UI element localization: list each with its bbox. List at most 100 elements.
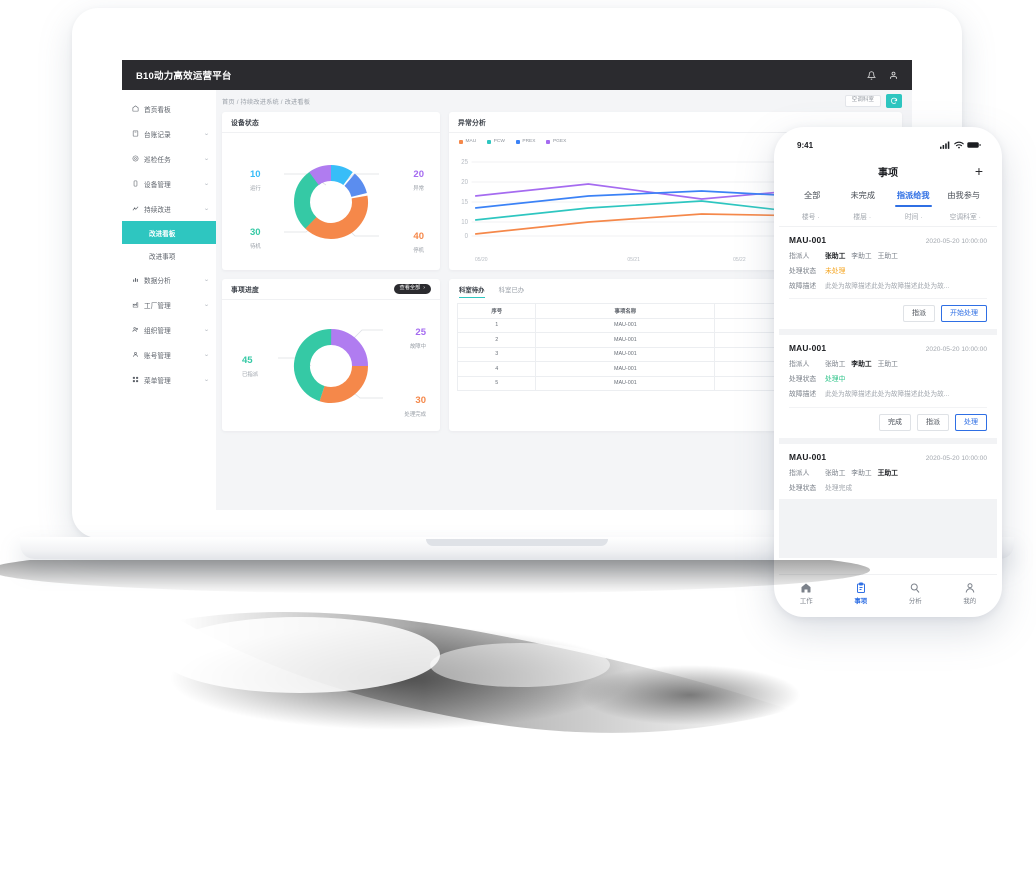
department-filter-button[interactable]: 空调科室 (844, 94, 881, 108)
assignee-name: 王助工 (877, 361, 898, 369)
home-icon (130, 105, 141, 112)
sidebar-item-home[interactable]: 首页看板 (122, 96, 216, 121)
status-icons (940, 141, 981, 149)
desc-row: 故障描述 此处为故障描述此处为故障描述此处为故... (789, 388, 987, 399)
cell-name: MAU-001 (535, 346, 716, 362)
sidebar-item-factory[interactable]: 工厂管理 ⌄ (122, 292, 216, 317)
sidebar-item-org[interactable]: 组织管理 ⌄ (122, 317, 216, 342)
status-badge: 处理中 (825, 376, 846, 384)
legend-item-prex[interactable]: PREX (515, 139, 535, 144)
tab-dept-todo[interactable]: 科室待办 (459, 285, 485, 298)
user-icon[interactable] (889, 71, 898, 80)
cell-name: MAU-001 (535, 361, 716, 377)
filter-department[interactable]: 空调科室 · (949, 214, 981, 221)
svg-text:10: 10 (461, 219, 468, 226)
list-item[interactable]: MAU-001 2020-05-20 10:00:00 指派人 张助工 李助工 … (779, 227, 997, 330)
sidebar-item-inspection[interactable]: 巡检任务 ⌄ (122, 146, 216, 171)
fault-label: 故障描述 (789, 391, 817, 399)
menu-grid-icon (130, 376, 141, 383)
nav-item-tasks[interactable]: 事项 (834, 575, 889, 612)
phone-task-list[interactable]: MAU-001 2020-05-20 10:00:00 指派人 张助工 李助工 … (779, 227, 997, 558)
start-process-button[interactable]: 开始处理 (941, 305, 987, 323)
legend-item-pgex[interactable]: PGEX (546, 139, 566, 144)
filter-time[interactable]: 时间 · (904, 214, 923, 221)
cell-name: MAU-001 (535, 332, 716, 348)
task-progress-donut (278, 329, 383, 403)
assignee-label: 指派人 (789, 361, 810, 369)
cell-index: 1 (456, 317, 537, 333)
fault-label: 故障描述 (789, 283, 817, 290)
sidebar-item-menu[interactable]: 菜单管理 ⌄ (122, 367, 216, 392)
bar-chart-icon (130, 276, 141, 283)
assignee-name: 王助工 (877, 469, 898, 477)
svg-text:15: 15 (461, 199, 468, 206)
assign-button[interactable]: 指派 (917, 413, 949, 431)
sidebar-item-account[interactable]: 账号管理 ⌄ (122, 342, 216, 367)
column-header-index: 序号 (456, 303, 537, 319)
sidebar-item-ledger[interactable]: 台账记录 ⌄ (122, 121, 216, 146)
tab-assigned-to-me[interactable]: 指派给我 (888, 184, 939, 207)
tab-all[interactable]: 全部 (804, 191, 821, 200)
sidebar-subitem-improvement-board[interactable]: 改进看板 (122, 221, 216, 244)
tab-incomplete[interactable]: 未完成 (850, 191, 876, 200)
assign-button[interactable]: 指派 (903, 305, 935, 323)
bell-icon[interactable] (867, 70, 876, 80)
task-code: MAU-001 (789, 343, 827, 354)
refresh-icon[interactable] (886, 94, 902, 108)
tab-dept-done[interactable]: 科室已办 (498, 287, 525, 294)
view-all-button[interactable]: 查看全部 › (393, 283, 431, 295)
table-tabs: 科室待办 科室已办 (449, 279, 902, 298)
tab-participated[interactable]: 由我参与 (947, 191, 981, 200)
complete-button[interactable]: 完成 (879, 413, 911, 431)
nav-item-profile[interactable]: 我的 (943, 575, 998, 612)
signal-icon (940, 141, 950, 149)
filter-building[interactable]: 楼号 · (801, 214, 820, 221)
status-row: 处理状态 未处理 (789, 265, 987, 275)
fault-desc: 此处为故障描述此处为故障描述此处为故... (825, 283, 950, 290)
add-icon[interactable]: + (974, 163, 983, 179)
cell-name: MAU-001 (535, 317, 716, 333)
nav-item-work[interactable]: 工作 (779, 575, 834, 612)
chevron-down-icon: ⌄ (203, 352, 210, 358)
status-time: 9:41 (797, 140, 814, 150)
nav-label: 分析 (908, 598, 922, 605)
wifi-icon (954, 141, 964, 149)
sidebar-item-device[interactable]: 设备管理 ⌄ (122, 171, 216, 196)
svg-text:20: 20 (461, 179, 468, 186)
donut-label-in-fault: 25 故障中 (409, 327, 426, 350)
task-time: 2020-05-20 10:00:00 (925, 346, 987, 354)
device-status-donut (284, 165, 379, 239)
chevron-down-icon: ⌄ (203, 206, 210, 212)
legend-item-pcw[interactable]: PCW (487, 139, 505, 144)
list-item[interactable]: MAU-001 2020-05-20 10:00:00 指派人 张助工 李助工 … (779, 335, 997, 438)
svg-text:0: 0 (465, 233, 469, 240)
phone-header: 事项 + (779, 158, 997, 184)
desc-row: 故障描述 此处为故障描述此处为故障描述此处为故... (789, 280, 987, 291)
phone-tabs: 全部 未完成 指派给我 由我参与 (779, 184, 997, 207)
assignee-label: 指派人 (789, 253, 810, 260)
list-item[interactable]: MAU-001 2020-05-20 10:00:00 指派人 张助工 李助工 … (779, 443, 997, 499)
card-header: 异常分析 (449, 112, 902, 133)
status-label: 处理状态 (789, 484, 817, 492)
nav-item-analysis[interactable]: 分析 (888, 575, 943, 612)
laptop-trackpad-notch (426, 539, 608, 546)
assignee-name: 李助工 (851, 469, 872, 477)
donut-label-stopped: 40 停机 (413, 231, 424, 254)
card-task-progress: 事项进度 查看全部 › (222, 279, 440, 431)
cell-index: 3 (456, 346, 537, 362)
sidebar-item-improvement[interactable]: 持续改进 ⌄ (122, 196, 216, 221)
assignee-row: 指派人 张助工 李助工 王助工 (789, 250, 987, 260)
cell-index: 2 (456, 332, 537, 348)
chevron-down-icon: ⌄ (203, 327, 210, 333)
assignee-row: 指派人 张助工 李助工 王助工 (789, 358, 987, 368)
sidebar-subitem-improvement-tasks[interactable]: 改进事项 (122, 244, 216, 267)
legend-item-mau[interactable]: MAU (459, 139, 476, 144)
filter-floor[interactable]: 楼层 · (853, 214, 872, 221)
sidebar-item-analytics[interactable]: 数据分析 ⌄ (122, 267, 216, 292)
task-time: 2020-05-20 10:00:00 (925, 238, 987, 245)
task-code: MAU-001 (789, 235, 827, 245)
process-button[interactable]: 处理 (955, 413, 987, 431)
assignee-row: 指派人 张助工 李助工 王助工 (789, 467, 987, 477)
sidebar-item-label: 台账记录 (144, 131, 171, 139)
assignee-name: 李助工 (851, 361, 872, 369)
